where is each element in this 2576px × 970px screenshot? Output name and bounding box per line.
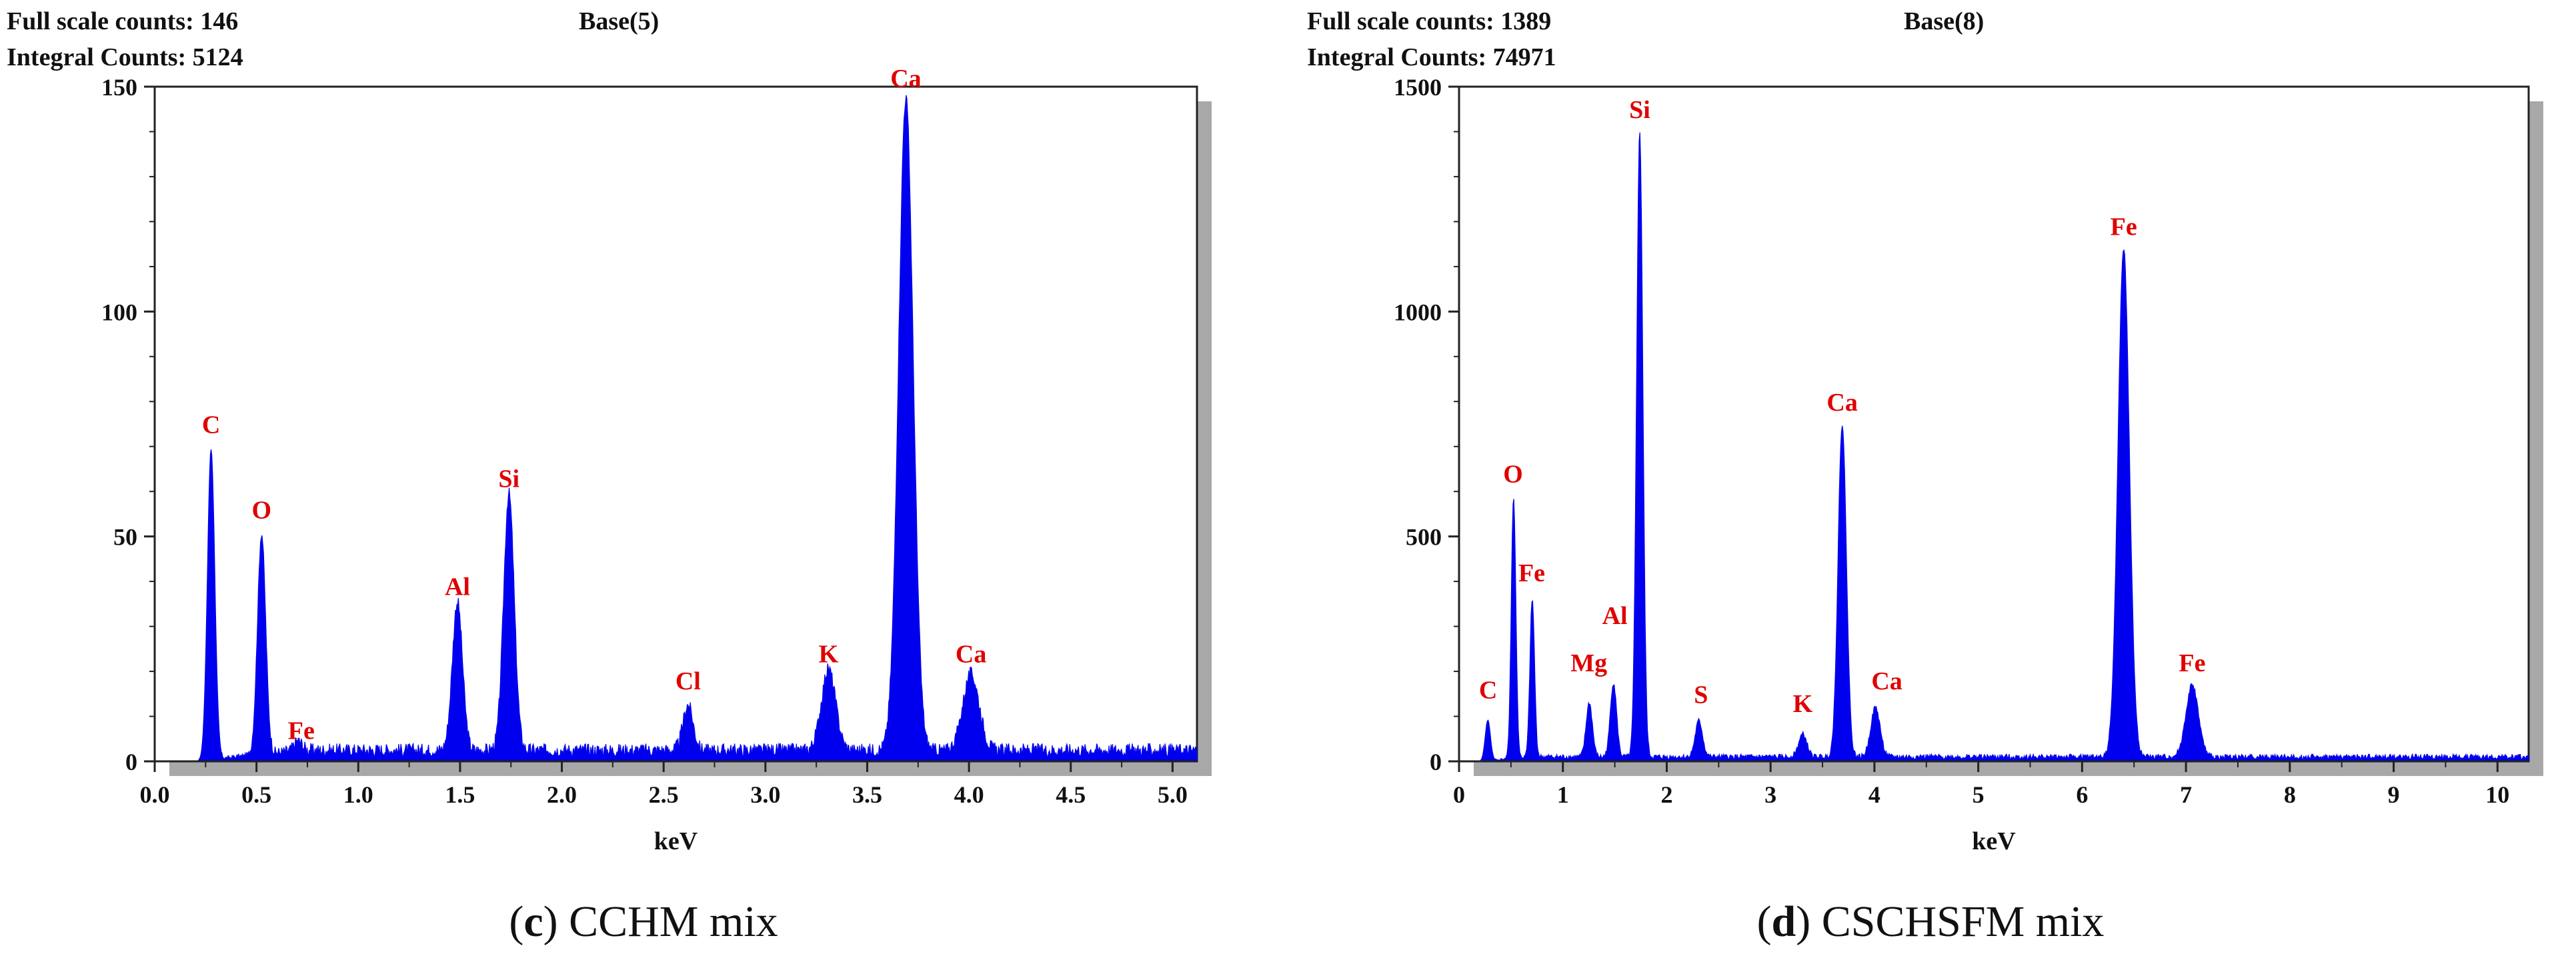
x-tick-label: 4.0 bbox=[954, 781, 984, 808]
x-tick-label: 4 bbox=[1868, 781, 1880, 808]
y-axis: 0 500 1000 1500 bbox=[1394, 74, 1459, 775]
panel-d: Full scale counts: 1389 Integral Counts:… bbox=[1287, 0, 2574, 970]
peak-label-k: K bbox=[1793, 690, 1813, 718]
caption-c: (c) CCHM mix bbox=[509, 897, 778, 946]
x-tick-label: 0.0 bbox=[140, 781, 170, 808]
x-tick-label: 1 bbox=[1557, 781, 1569, 808]
x-tick-label: 2 bbox=[1660, 781, 1672, 808]
x-tick-label: 5.0 bbox=[1158, 781, 1188, 808]
x-tick-label: 9 bbox=[2388, 781, 2400, 808]
peak-label-ca: Ca bbox=[890, 65, 921, 93]
x-tick-label: 3 bbox=[1764, 781, 1776, 808]
x-axis: 0 1 2 3 4 5 6 7 8 9 10 bbox=[1453, 760, 2529, 808]
y-tick-label: 0 bbox=[125, 749, 137, 775]
y-tick-label: 150 bbox=[101, 74, 137, 101]
caption-letter: d bbox=[1771, 897, 1796, 946]
y-tick-label: 0 bbox=[1430, 749, 1442, 775]
peak-label-fe: Fe bbox=[1518, 559, 1545, 587]
x-tick-label: 7 bbox=[2180, 781, 2192, 808]
panel-c: Full scale counts: 146 Integral Counts: … bbox=[0, 0, 1287, 970]
x-axis-label: keV bbox=[1972, 827, 2016, 855]
x-tick-label: 10 bbox=[2485, 781, 2509, 808]
peak-label-o: O bbox=[1503, 461, 1523, 489]
peak-label-o: O bbox=[251, 497, 271, 525]
x-tick-label: 5 bbox=[1973, 781, 1985, 808]
peak-label-fe: Fe bbox=[288, 717, 315, 745]
y-axis: 0 50 100 150 bbox=[101, 74, 155, 775]
spectrum-area bbox=[1459, 132, 2529, 762]
integral-counts: Integral Counts: 74971 bbox=[1307, 43, 1556, 71]
peak-label-s: S bbox=[1694, 681, 1708, 709]
y-tick-label: 1500 bbox=[1394, 74, 1442, 101]
y-tick-label: 100 bbox=[101, 299, 137, 325]
caption-letter: c bbox=[523, 897, 543, 946]
peak-label-c: C bbox=[1479, 677, 1497, 705]
peak-labels: C O Fe Mg Al Si S K Ca Ca Fe Fe bbox=[1479, 96, 2206, 718]
y-tick-label: 500 bbox=[1406, 524, 1442, 551]
x-tick-label: 8 bbox=[2284, 781, 2296, 808]
x-tick-label: 4.5 bbox=[1056, 781, 1086, 808]
peak-label-ca: Ca bbox=[956, 641, 986, 669]
x-tick-label: 1.0 bbox=[343, 781, 373, 808]
peak-label-mg: Mg bbox=[1570, 649, 1607, 677]
peak-label-ca: Ca bbox=[1871, 667, 1902, 695]
peak-label-fe: Fe bbox=[2179, 649, 2205, 677]
base-label: Base(5) bbox=[579, 7, 659, 35]
x-tick-label: 2.5 bbox=[649, 781, 679, 808]
eds-chart-d: Full scale counts: 1389 Integral Counts:… bbox=[1307, 7, 2543, 855]
y-tick-label: 1000 bbox=[1394, 299, 1442, 325]
x-tick-label: 1.5 bbox=[445, 781, 475, 808]
plot-frame bbox=[153, 85, 1198, 763]
peak-label-al: Al bbox=[445, 573, 470, 601]
caption-d: (d) CSCHSFM mix bbox=[1756, 897, 2105, 946]
x-tick-label: 0.5 bbox=[241, 781, 271, 808]
y-tick-label: 50 bbox=[113, 524, 137, 551]
caption-text: CSCHSFM mix bbox=[1821, 897, 2105, 946]
peak-label-si: Si bbox=[498, 465, 519, 493]
x-tick-label: 2.0 bbox=[547, 781, 577, 808]
x-tick-label: 6 bbox=[2076, 781, 2088, 808]
peak-label-al: Al bbox=[1602, 602, 1628, 630]
x-tick-label: 3.0 bbox=[750, 781, 780, 808]
peak-label-si: Si bbox=[1629, 96, 1650, 124]
base-label: Base(8) bbox=[1904, 7, 1984, 35]
eds-chart-c: Full scale counts: 146 Integral Counts: … bbox=[7, 7, 1212, 855]
caption-text: CCHM mix bbox=[569, 897, 778, 946]
plot-frame bbox=[1458, 85, 2530, 763]
x-tick-label: 0 bbox=[1453, 781, 1465, 808]
peak-label-ca: Ca bbox=[1826, 389, 1857, 417]
peak-label-c: C bbox=[202, 411, 220, 439]
x-axis: 0.0 0.5 1.0 1.5 2.0 2.5 3.0 3.5 4.0 4.5 5.0 bbox=[140, 760, 1197, 808]
spectrum-area bbox=[155, 95, 1198, 762]
peak-label-fe: Fe bbox=[2111, 213, 2137, 241]
peak-label-cl: Cl bbox=[676, 667, 701, 695]
full-scale-counts: Full scale counts: 146 bbox=[7, 7, 238, 35]
x-tick-label: 3.5 bbox=[852, 781, 882, 808]
full-scale-counts: Full scale counts: 1389 bbox=[1307, 7, 1551, 35]
peak-labels: C O Fe Al Si Cl K Ca Ca bbox=[202, 65, 987, 745]
integral-counts: Integral Counts: 5124 bbox=[7, 43, 243, 71]
peak-label-k: K bbox=[819, 641, 839, 669]
x-axis-label: keV bbox=[654, 827, 698, 855]
